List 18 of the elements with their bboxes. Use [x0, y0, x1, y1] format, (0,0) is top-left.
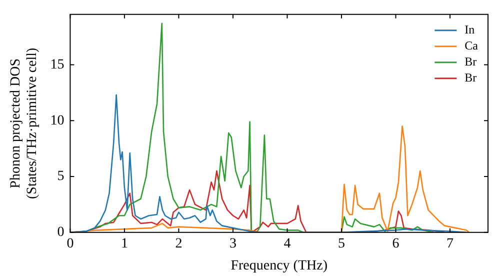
x-tick-label: 0 [66, 236, 74, 252]
x-tick-label: 7 [446, 236, 454, 252]
y-axis-title: Phonon projected DOS (States/THz·primitive cell) [8, 47, 40, 200]
x-tick-label: 5 [338, 236, 345, 252]
legend-label: Br [464, 54, 477, 69]
y-tick-label: 5 [57, 169, 64, 184]
x-tick-label: 3 [229, 236, 236, 252]
x-axis-title: Frequency (THz) [230, 258, 328, 274]
x-tick-label: 1 [120, 236, 128, 252]
legend-label: Br [464, 70, 477, 85]
x-tick-label: 6 [392, 236, 400, 252]
y-tick-label: 15 [50, 57, 64, 72]
legend-label: In [464, 22, 475, 37]
legend-label: Ca [464, 38, 479, 53]
y-tick-label: 0 [57, 225, 64, 240]
y-tick-label: 10 [50, 113, 64, 128]
x-tick-label: 2 [175, 236, 182, 252]
x-tick-label: 4 [284, 236, 291, 252]
